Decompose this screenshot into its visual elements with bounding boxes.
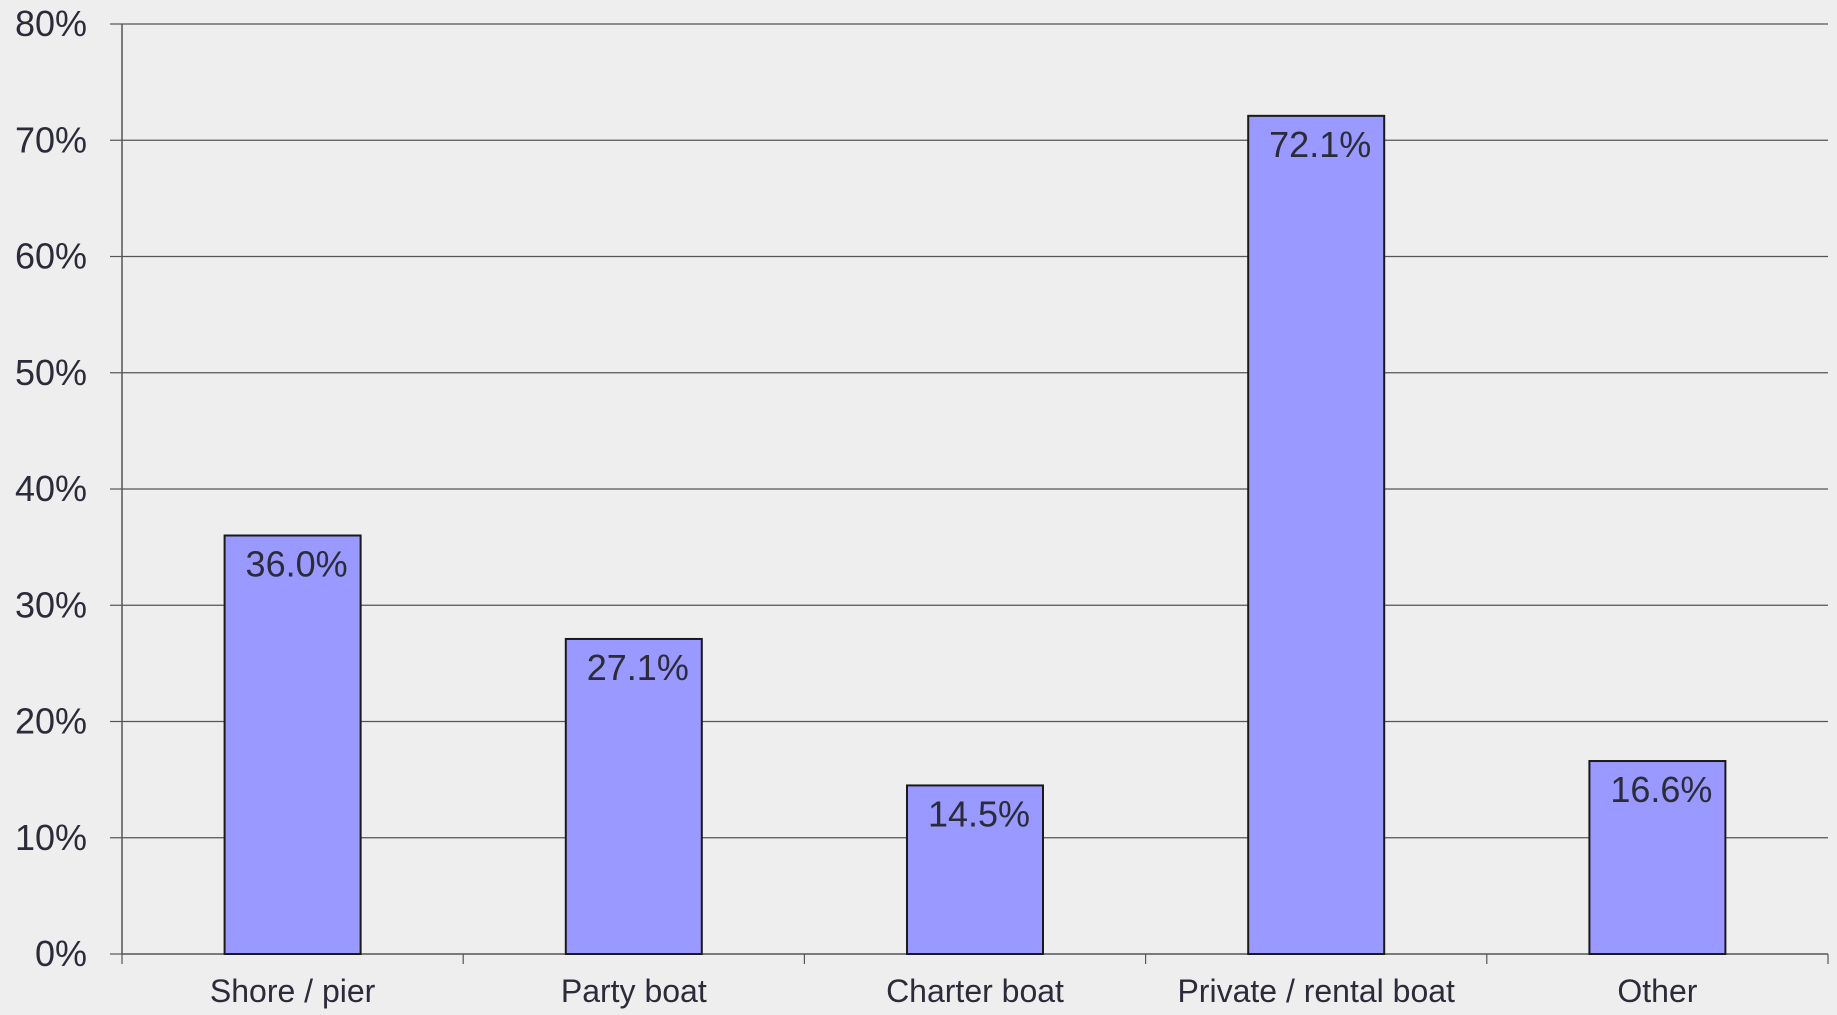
y-tick-label: 80% — [15, 3, 87, 44]
y-tick-label: 40% — [15, 468, 87, 509]
x-category-label: Party boat — [561, 973, 707, 1009]
data-label: 14.5% — [928, 793, 1030, 834]
y-tick-label: 30% — [15, 584, 87, 625]
x-category-label: Private / rental boat — [1177, 973, 1455, 1009]
data-label: 72.1% — [1269, 124, 1371, 165]
bars — [223, 114, 1727, 956]
bar — [564, 637, 703, 956]
y-tick-label: 50% — [15, 352, 87, 393]
gridlines — [122, 23, 1828, 839]
x-category-label: Other — [1617, 973, 1697, 1009]
bar — [223, 534, 362, 955]
bar — [1247, 114, 1386, 955]
y-tick-label: 10% — [15, 817, 87, 858]
data-label: 16.6% — [1610, 769, 1712, 810]
x-category-label: Charter boat — [886, 973, 1064, 1009]
y-tick-label: 60% — [15, 236, 87, 277]
labels: 0% 10% 20% 30% 40% 50% 60% 70% 80% 36.0% Shore / p… — [15, 3, 1713, 1009]
bar — [1588, 760, 1727, 956]
bar — [906, 784, 1044, 955]
data-label: 27.1% — [587, 647, 689, 688]
data-label: 36.0% — [246, 544, 348, 585]
y-tick-label: 70% — [15, 119, 87, 160]
x-category-label: Shore / pier — [210, 973, 376, 1009]
y-tick-label: 20% — [15, 701, 87, 742]
y-tick-label: 0% — [35, 933, 87, 974]
